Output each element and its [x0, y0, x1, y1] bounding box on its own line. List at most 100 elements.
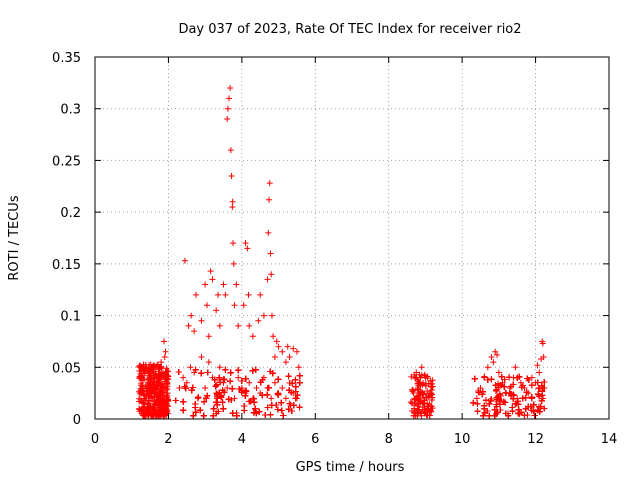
data-point — [162, 348, 169, 355]
data-point — [528, 374, 535, 381]
x-tick-label: 4 — [238, 432, 246, 447]
data-point — [426, 390, 433, 397]
grid-lines — [95, 57, 609, 419]
data-point — [190, 412, 197, 419]
data-point — [423, 394, 430, 401]
x-tick-label: 6 — [311, 432, 319, 447]
data-point — [192, 366, 199, 373]
data-point — [246, 379, 253, 386]
data-point — [224, 116, 231, 123]
data-point — [240, 302, 247, 309]
data-point — [213, 390, 220, 397]
data-point — [149, 409, 156, 416]
data-point — [201, 398, 208, 405]
data-point — [279, 348, 286, 355]
data-point — [273, 338, 280, 345]
data-point — [286, 353, 293, 360]
data-point — [296, 372, 303, 379]
data-point — [410, 412, 417, 419]
data-point — [528, 395, 535, 402]
data-point — [539, 392, 546, 399]
data-point — [252, 405, 259, 412]
data-point — [228, 397, 235, 404]
x-tick-label: 14 — [601, 432, 618, 447]
data-point — [139, 383, 146, 390]
data-point — [152, 371, 159, 378]
data-point — [145, 372, 152, 379]
data-point — [217, 379, 224, 386]
data-point — [233, 281, 240, 288]
data-point — [224, 384, 231, 391]
data-point — [486, 412, 493, 419]
data-point — [510, 381, 517, 388]
data-point — [192, 404, 199, 411]
data-point — [238, 378, 245, 385]
data-point — [493, 394, 500, 401]
data-point — [411, 395, 418, 402]
plot-frame — [94, 56, 610, 420]
data-point — [512, 364, 519, 371]
data-point — [162, 384, 169, 391]
data-point — [270, 333, 277, 340]
data-point — [242, 240, 249, 247]
data-point — [145, 400, 152, 407]
data-point — [200, 412, 207, 419]
data-point — [492, 387, 499, 394]
data-point — [293, 395, 300, 402]
data-point — [180, 398, 187, 405]
data-point — [265, 229, 272, 236]
data-point — [268, 312, 275, 319]
data-point — [518, 409, 525, 416]
data-point — [482, 397, 489, 404]
data-point — [274, 406, 281, 413]
data-point — [162, 368, 169, 375]
data-point — [290, 390, 297, 397]
data-point — [182, 385, 189, 392]
data-point — [271, 353, 278, 360]
data-point — [515, 410, 522, 417]
data-point — [225, 396, 232, 403]
data-point — [257, 291, 264, 298]
data-point — [503, 390, 510, 397]
data-point — [175, 369, 182, 376]
data-point — [210, 405, 217, 412]
data-point — [530, 401, 537, 408]
data-point — [183, 379, 190, 386]
data-point — [493, 386, 500, 393]
data-point — [148, 390, 155, 397]
data-point — [481, 402, 488, 409]
x-tick-label: 2 — [164, 432, 172, 447]
data-point — [480, 412, 487, 419]
data-point — [275, 343, 282, 350]
data-point — [220, 405, 227, 412]
data-point — [264, 404, 271, 411]
data-point — [488, 376, 495, 383]
data-point — [150, 374, 157, 381]
data-point — [484, 377, 491, 384]
data-point — [241, 407, 248, 414]
data-point — [415, 390, 422, 397]
data-point — [262, 411, 269, 418]
x-axis-label: GPS time / hours — [296, 460, 405, 475]
data-point — [409, 386, 416, 393]
data-point — [501, 376, 508, 383]
data-point — [229, 198, 236, 205]
data-point — [181, 257, 188, 264]
data-point — [528, 407, 535, 414]
data-point — [203, 395, 210, 402]
data-point — [213, 381, 220, 388]
data-point — [202, 281, 209, 288]
data-point — [521, 384, 528, 391]
data-point — [428, 397, 435, 404]
data-point — [260, 312, 267, 319]
data-point — [479, 391, 486, 398]
data-point — [539, 340, 546, 347]
data-point — [417, 374, 424, 381]
data-point — [164, 380, 171, 387]
data-point — [416, 406, 423, 413]
data-point — [535, 391, 542, 398]
data-point — [509, 408, 516, 415]
data-point — [409, 400, 416, 407]
data-point — [214, 401, 221, 408]
data-point — [539, 384, 546, 391]
